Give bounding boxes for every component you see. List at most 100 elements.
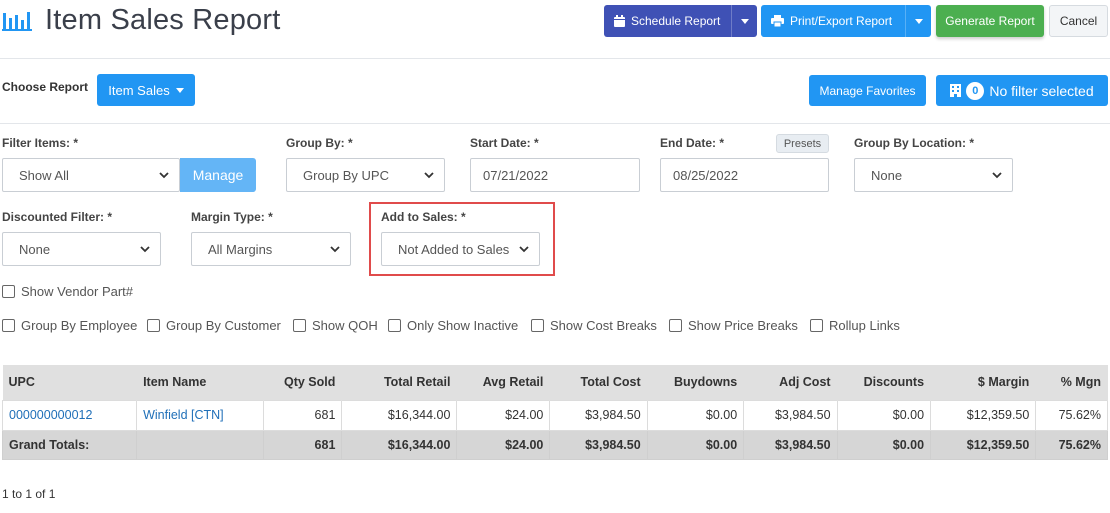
grand-totals-row: Grand Totals: 681 $16,344.00 $24.00 $3,9…	[1, 429, 1108, 460]
chevron-down-icon	[159, 172, 169, 179]
checkbox-box[interactable]	[669, 319, 682, 332]
printer-icon	[771, 15, 784, 27]
manage-filter-items-button[interactable]: Manage	[180, 158, 256, 192]
total-item-name-cell	[136, 429, 265, 460]
avg-retail-cell: $24.00	[456, 399, 551, 431]
column-header-dollar-margin[interactable]: $ Margin	[930, 365, 1037, 400]
column-header-avg-retail[interactable]: Avg Retail	[456, 365, 551, 400]
checkbox-box[interactable]	[810, 319, 823, 332]
schedule-report-button[interactable]: Schedule Report	[604, 5, 757, 37]
discounted-filter-select[interactable]: None	[2, 232, 161, 266]
filter-items-value: Show All	[19, 167, 69, 183]
adj-cost-cell: $3,984.50	[743, 399, 838, 431]
show-qoh-checkbox[interactable]: Show QOH	[293, 318, 378, 333]
qty-sold-cell: 681	[263, 399, 343, 431]
schedule-report-main[interactable]: Schedule Report	[604, 5, 731, 37]
rollup-links-checkbox[interactable]: Rollup Links	[810, 318, 900, 333]
manage-favorites-button[interactable]: Manage Favorites	[809, 75, 926, 106]
end-date-input[interactable]: 08/25/2022	[660, 158, 829, 192]
grand-totals-label: Grand Totals:	[1, 429, 138, 460]
filter-items-select[interactable]: Show All	[2, 158, 180, 192]
checkbox-box[interactable]	[293, 319, 306, 332]
checkbox-label: Rollup Links	[829, 318, 900, 333]
choose-report-value: Item Sales	[108, 82, 170, 98]
add-to-sales-value: Not Added to Sales	[398, 241, 510, 257]
column-header-item-name[interactable]: Item Name	[136, 365, 265, 400]
column-header-upc[interactable]: UPC	[2, 365, 138, 400]
total-dollar-margin-cell: $12,359.50	[930, 429, 1037, 460]
total-pct-margin-cell: 75.62%	[1035, 429, 1108, 460]
discounts-cell: $0.00	[836, 399, 932, 431]
checkbox-label: Show Price Breaks	[688, 318, 798, 333]
highlight-box	[369, 202, 555, 276]
dollar-margin-cell: $12,359.50	[930, 399, 1037, 431]
caret-down-icon	[740, 18, 749, 24]
choose-report-dropdown[interactable]: Item Sales	[97, 74, 195, 106]
upc-link[interactable]: 000000000012	[9, 408, 93, 422]
group-by-location-value: None	[871, 167, 903, 183]
generate-report-button[interactable]: Generate Report	[936, 5, 1044, 37]
total-avg-retail-cell: $24.00	[456, 429, 551, 460]
print-export-button[interactable]: Print/Export Report	[761, 5, 931, 37]
margin-type-value: All Margins	[208, 241, 273, 257]
column-header-pct-margin[interactable]: % Mgn	[1035, 365, 1108, 400]
checkbox-label: Show QOH	[312, 318, 378, 333]
checkbox-box[interactable]	[388, 319, 401, 332]
item-name-link[interactable]: Winfield [CTN]	[143, 408, 224, 422]
show-price-breaks-checkbox[interactable]: Show Price Breaks	[669, 318, 798, 333]
column-header-buydowns[interactable]: Buydowns	[647, 365, 745, 400]
divider	[0, 58, 1110, 59]
total-cost-cell: $3,984.50	[549, 399, 648, 431]
caret-down-icon	[914, 18, 923, 24]
column-header-discounts[interactable]: Discounts	[837, 365, 932, 400]
caret-down-icon	[175, 87, 184, 93]
table-row: 000000000012 Winfield [CTN] 681 $16,344.…	[1, 399, 1108, 431]
discounted-filter-label: Discounted Filter: *	[2, 210, 113, 224]
group-by-select[interactable]: Group By UPC	[286, 158, 445, 192]
checkbox-box[interactable]	[147, 319, 160, 332]
add-to-sales-select[interactable]: Not Added to Sales	[381, 232, 540, 266]
chevron-down-icon	[424, 172, 434, 179]
start-date-input[interactable]: 07/21/2022	[470, 158, 640, 192]
margin-type-select[interactable]: All Margins	[191, 232, 351, 266]
checkbox-box[interactable]	[2, 319, 15, 332]
item-name-cell: Winfield [CTN]	[136, 399, 265, 431]
column-header-total-retail[interactable]: Total Retail	[341, 365, 458, 400]
print-dropdown-toggle[interactable]	[905, 5, 931, 37]
page-title: Item Sales Report	[45, 4, 281, 36]
end-date-label: End Date: *	[660, 136, 725, 150]
total-discounts-cell: $0.00	[836, 429, 932, 460]
choose-report-label: Choose Report	[2, 80, 89, 94]
schedule-report-label: Schedule Report	[631, 14, 721, 28]
pct-margin-cell: 75.62%	[1035, 399, 1108, 431]
print-export-main[interactable]: Print/Export Report	[761, 5, 905, 37]
report-table: UPC Item Name Qty Sold Total Retail Avg …	[1, 365, 1108, 460]
bar-chart-icon	[2, 12, 32, 31]
only-show-inactive-checkbox[interactable]: Only Show Inactive	[388, 318, 518, 333]
column-header-qty-sold[interactable]: Qty Sold	[263, 365, 343, 400]
column-header-adj-cost[interactable]: Adj Cost	[743, 365, 838, 400]
show-vendor-part-checkbox[interactable]: Show Vendor Part#	[2, 284, 133, 299]
checkbox-label: Group By Employee	[21, 318, 138, 333]
total-total-retail-cell: $16,344.00	[341, 429, 458, 460]
filter-selection-button[interactable]: 0 No filter selected	[936, 75, 1108, 106]
group-by-location-select[interactable]: None	[854, 158, 1013, 192]
checkbox-box[interactable]	[531, 319, 544, 332]
cancel-button[interactable]: Cancel	[1049, 5, 1108, 37]
checkbox-box[interactable]	[2, 285, 15, 298]
checkbox-label: Group By Customer	[166, 318, 281, 333]
start-date-label: Start Date: *	[470, 136, 539, 150]
show-cost-breaks-checkbox[interactable]: Show Cost Breaks	[531, 318, 657, 333]
group-by-value: Group By UPC	[303, 167, 389, 183]
group-by-customer-checkbox[interactable]: Group By Customer	[147, 318, 281, 333]
total-buydowns-cell: $0.00	[646, 429, 745, 460]
table-header-row: UPC Item Name Qty Sold Total Retail Avg …	[2, 365, 1108, 400]
margin-type-label: Margin Type: *	[191, 210, 273, 224]
date-presets-button[interactable]: Presets	[776, 134, 829, 153]
column-header-total-cost[interactable]: Total Cost	[549, 365, 648, 400]
group-by-employee-checkbox[interactable]: Group By Employee	[2, 318, 137, 333]
print-export-label: Print/Export Report	[790, 14, 893, 28]
pagination-summary: 1 to 1 of 1	[2, 487, 56, 501]
schedule-dropdown-toggle[interactable]	[731, 5, 757, 37]
divider	[0, 123, 1110, 124]
